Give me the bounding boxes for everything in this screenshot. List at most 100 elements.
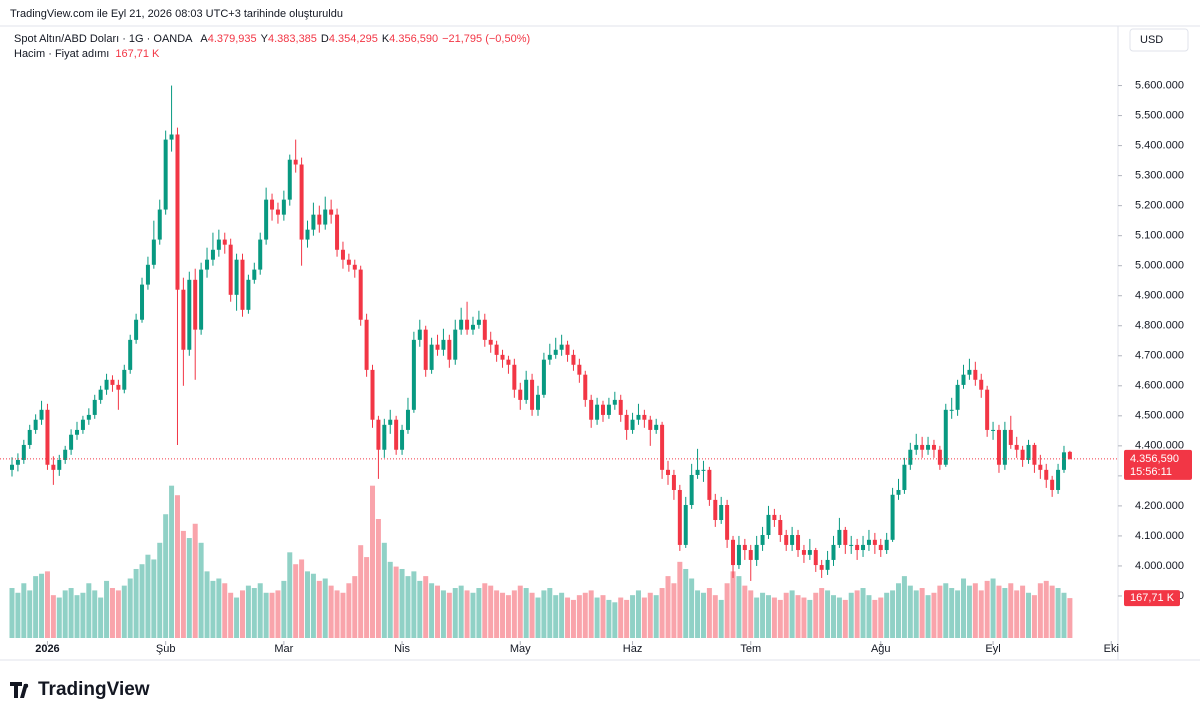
- x-tick-label: Eki: [1104, 643, 1119, 655]
- candle-body: [98, 389, 103, 400]
- y-tick-label: 5.300.000: [1135, 170, 1184, 182]
- y-tick-label: 5.100.000: [1135, 230, 1184, 242]
- y-tick-label: 4.200.000: [1135, 500, 1184, 512]
- volume-bar: [429, 583, 435, 638]
- ohlc-value: 4.354,295: [329, 33, 378, 45]
- volume-bar: [251, 588, 257, 638]
- candle-body: [80, 419, 85, 430]
- candle-body: [305, 229, 310, 240]
- volume-bar: [730, 571, 736, 638]
- candle-body: [654, 424, 659, 430]
- volume-bar: [50, 595, 56, 638]
- volume-bar: [771, 597, 777, 638]
- candle-body: [760, 535, 765, 545]
- candle-body: [660, 424, 665, 470]
- volume-bar: [541, 590, 547, 638]
- candle-body: [985, 389, 990, 430]
- ohlc-key: Y: [261, 33, 269, 45]
- x-tick-label: Mar: [274, 643, 293, 655]
- candle-body: [861, 544, 866, 551]
- x-tick-label: Haz: [623, 643, 643, 655]
- currency-button[interactable]: [1129, 28, 1189, 52]
- ohlc-value: 4.379,935: [208, 33, 257, 45]
- candle-body: [642, 414, 647, 420]
- volume-bar: [316, 580, 322, 638]
- candle-body: [512, 364, 517, 390]
- volume-bar: [263, 592, 269, 638]
- candle-body: [193, 279, 198, 330]
- y-tick-label: 4.500.000: [1135, 410, 1184, 422]
- volume-legend: Hacim · Fiyat adımı 167,71 K: [14, 48, 160, 60]
- currency[interactable]: USD: [1140, 34, 1163, 46]
- candle-body: [866, 539, 871, 545]
- candle-body: [128, 339, 133, 370]
- volume-bar: [854, 590, 860, 638]
- candle-body: [689, 474, 694, 505]
- candle-body: [742, 544, 747, 551]
- candle-body: [630, 419, 635, 430]
- volume-bar: [257, 583, 263, 638]
- candle-body: [482, 319, 487, 340]
- volume-bar: [287, 552, 293, 638]
- volume-bar: [1043, 580, 1049, 638]
- volume-bar: [440, 590, 446, 638]
- candle-body: [926, 444, 931, 450]
- candle-body: [27, 429, 32, 445]
- x-tick-label: Eyl: [985, 643, 1000, 655]
- candle-body: [878, 544, 883, 551]
- volume-bar: [56, 597, 62, 638]
- volume-bar: [245, 585, 251, 638]
- candle-body: [849, 544, 854, 546]
- volume-bar: [754, 597, 760, 638]
- candle-body: [666, 469, 671, 475]
- volume-bar: [706, 588, 712, 638]
- candle-body: [1050, 479, 1055, 490]
- candle-body: [205, 259, 210, 270]
- volume-bar: [15, 592, 21, 638]
- plot: [9, 85, 1073, 638]
- candle-body: [796, 535, 801, 551]
- volume-bar: [972, 583, 978, 638]
- volume-bar: [269, 592, 275, 638]
- volume-bar: [174, 495, 180, 638]
- candle-body: [1044, 469, 1049, 480]
- candle-body: [725, 504, 730, 540]
- volume-bar: [281, 580, 287, 638]
- candle-body: [707, 469, 712, 500]
- candle-body: [837, 529, 842, 545]
- volume-bar: [482, 583, 488, 638]
- volume-bar: [145, 554, 151, 638]
- volume-bar: [310, 573, 316, 638]
- volume-bar: [624, 599, 630, 638]
- volume-bar: [458, 585, 464, 638]
- candle-body: [683, 504, 688, 545]
- volume-bar: [683, 568, 689, 638]
- candle-body: [1014, 444, 1019, 450]
- volume-bar: [966, 585, 972, 638]
- volume-bar: [340, 592, 346, 638]
- volume-bar: [387, 561, 393, 638]
- candle-body: [252, 269, 257, 280]
- candle-body: [807, 550, 812, 555]
- candle-body: [488, 339, 493, 345]
- volume-bar: [322, 578, 328, 638]
- volume-bar: [446, 592, 452, 638]
- candle-body: [530, 379, 535, 410]
- volume-bar: [86, 583, 92, 638]
- symbol-title: Spot Altın/ABD Doları · 1G · OANDA: [14, 33, 193, 45]
- candle-body: [388, 419, 393, 425]
- logo-dot: [23, 683, 29, 689]
- candle-body: [234, 259, 239, 295]
- volume-bar: [913, 590, 919, 638]
- volume-bar: [742, 585, 748, 638]
- candle-body: [1056, 469, 1061, 490]
- candle-body: [565, 344, 570, 355]
- candle-body: [417, 329, 422, 340]
- volume-bar: [239, 590, 245, 638]
- volume-bar: [204, 571, 210, 638]
- volume-bar: [765, 595, 771, 638]
- candle-body: [228, 244, 233, 295]
- volume-bar: [712, 595, 718, 638]
- volume-bar: [665, 576, 671, 638]
- candle-body: [949, 409, 954, 411]
